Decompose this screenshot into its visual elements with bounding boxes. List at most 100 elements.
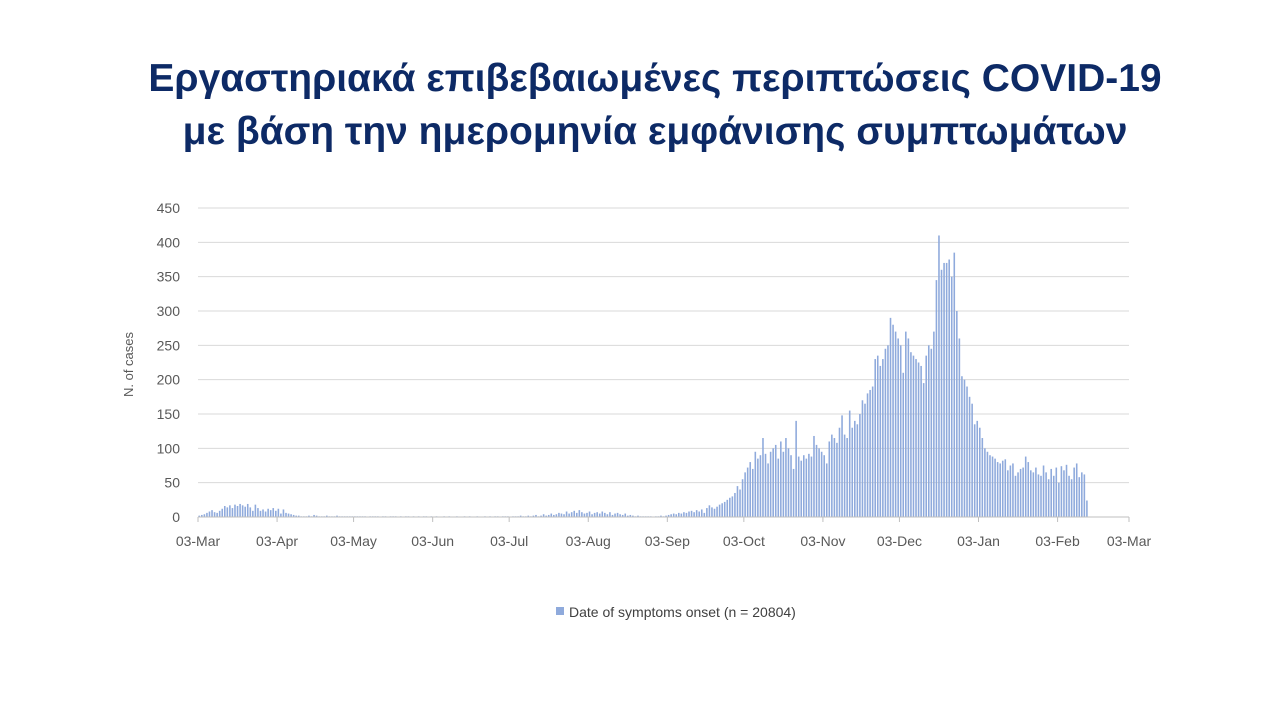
bar xyxy=(1009,465,1012,517)
bar xyxy=(675,514,678,517)
bar xyxy=(787,448,790,517)
bar xyxy=(785,438,787,517)
bar xyxy=(308,515,310,517)
bar xyxy=(553,514,555,517)
bar xyxy=(759,455,762,517)
bar xyxy=(769,451,772,517)
bar xyxy=(774,444,777,517)
bar xyxy=(729,497,731,517)
bar xyxy=(726,499,729,517)
bar xyxy=(945,262,948,517)
bar xyxy=(234,504,236,517)
bar xyxy=(660,515,662,517)
bar xyxy=(1019,468,1022,517)
bar xyxy=(532,515,535,517)
bar xyxy=(1004,459,1007,517)
bar xyxy=(695,510,698,517)
bar xyxy=(810,456,813,517)
bar xyxy=(933,331,935,517)
bar xyxy=(1027,462,1030,517)
bar xyxy=(632,515,634,517)
x-tick-label: 03-Jun xyxy=(411,533,454,549)
bar xyxy=(578,510,581,517)
bar xyxy=(683,512,685,517)
bar xyxy=(1065,464,1068,517)
bar xyxy=(1060,466,1063,517)
bar xyxy=(871,386,874,517)
bar xyxy=(1050,468,1052,517)
bar xyxy=(547,514,550,517)
bar xyxy=(621,514,624,517)
bar xyxy=(280,513,282,517)
bar xyxy=(1012,463,1014,517)
bar xyxy=(790,455,792,517)
bar xyxy=(297,515,300,517)
bar xyxy=(583,513,586,517)
bar xyxy=(277,508,280,517)
bar xyxy=(1081,472,1083,517)
bar xyxy=(984,448,986,517)
bar xyxy=(708,505,711,517)
bar xyxy=(254,504,257,517)
bar xyxy=(943,262,945,517)
bar xyxy=(948,259,950,517)
y-tick-label: 450 xyxy=(157,200,181,216)
bar xyxy=(825,463,828,517)
bar xyxy=(703,512,706,517)
bar xyxy=(604,512,606,517)
bar xyxy=(711,507,713,517)
legend-label: Date of symptoms onset (n = 20804) xyxy=(569,604,796,620)
bar xyxy=(920,365,922,517)
bar xyxy=(841,415,843,517)
bar xyxy=(800,460,803,517)
bar xyxy=(201,514,203,517)
bar xyxy=(978,427,981,517)
bar xyxy=(550,513,553,517)
bar xyxy=(1070,479,1073,517)
bar xyxy=(940,269,943,517)
bar xyxy=(527,515,530,517)
bar xyxy=(586,512,588,517)
bar xyxy=(1075,463,1078,517)
bar xyxy=(968,396,971,517)
bar xyxy=(935,280,938,517)
bar xyxy=(797,456,800,517)
bar xyxy=(198,515,201,517)
bar xyxy=(236,506,239,517)
bar xyxy=(275,510,277,517)
bar xyxy=(1017,472,1019,517)
bar xyxy=(782,451,785,517)
y-tick-label: 400 xyxy=(157,234,181,250)
y-tick-label: 50 xyxy=(164,475,180,491)
bar xyxy=(749,462,752,517)
bar xyxy=(905,331,907,517)
x-tick-label: 03-Jul xyxy=(490,533,528,549)
bar xyxy=(313,514,315,517)
bar xyxy=(780,441,782,517)
x-tick-label: 03-Jan xyxy=(957,533,1000,549)
slide-title: Εργαστηριακά επιβεβαιωμένες περιπτώσεις … xyxy=(0,52,1280,158)
bar xyxy=(864,403,866,517)
bar xyxy=(601,511,604,517)
bar xyxy=(892,324,894,517)
bar xyxy=(846,438,848,517)
bar xyxy=(290,514,292,517)
bar xyxy=(746,467,749,517)
bar xyxy=(986,451,989,517)
bar xyxy=(757,458,759,517)
bar xyxy=(966,386,968,517)
bar xyxy=(805,458,808,517)
bar xyxy=(820,451,823,517)
bar xyxy=(869,389,871,517)
bar xyxy=(808,453,810,517)
y-tick-label: 300 xyxy=(157,303,181,319)
bar xyxy=(213,512,216,517)
x-tick-label: 03-Apr xyxy=(256,533,298,549)
bar xyxy=(246,503,249,517)
x-tick-label: 03-Nov xyxy=(800,533,845,549)
bar xyxy=(981,438,984,517)
y-tick-label: 350 xyxy=(157,269,181,285)
bar xyxy=(216,512,218,517)
bar xyxy=(803,455,805,517)
bar xyxy=(956,311,958,517)
